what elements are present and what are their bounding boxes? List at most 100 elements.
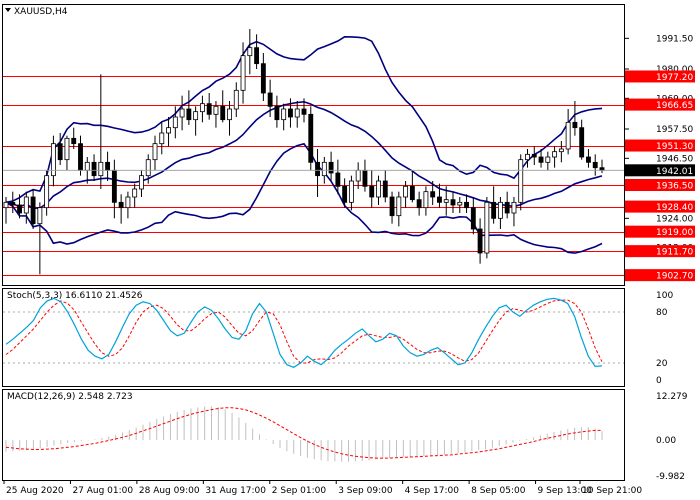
candle-body <box>491 201 497 219</box>
macd-tick-label: -9.982 <box>656 472 685 482</box>
candle-body <box>558 148 564 153</box>
candle-body <box>281 108 287 121</box>
candle-body <box>484 201 490 254</box>
candle-body <box>132 188 138 198</box>
candle-body <box>152 143 158 161</box>
bollinger-upper-line <box>5 35 603 204</box>
candle-body <box>396 196 402 217</box>
candle-body <box>17 204 22 214</box>
chevron-down-icon <box>5 8 11 12</box>
candle-body <box>518 159 524 203</box>
stochastic-plot <box>3 297 624 368</box>
candle-body <box>437 196 442 203</box>
macd-tick-label: 0.00 <box>656 436 676 446</box>
macd-tick-label: 12.279 <box>656 392 688 402</box>
current-price-label: 1942.01 <box>656 167 693 177</box>
candle-body <box>565 121 571 150</box>
macd-plot <box>5 406 603 462</box>
time-tick-label: 10 Sep 21:00 <box>582 486 642 496</box>
candle-body <box>288 108 293 118</box>
macd-signal-line <box>5 407 602 459</box>
level-price-label: 1919.00 <box>656 228 693 238</box>
price-tick-label: 1980.00 <box>656 65 693 75</box>
bollinger-lower-line <box>5 142 603 254</box>
candle-body <box>423 191 429 209</box>
level-price-box <box>625 98 695 111</box>
candle-body <box>159 132 165 145</box>
candle-body <box>57 143 63 161</box>
candle-body <box>389 196 395 217</box>
level-price-label: 1911.70 <box>656 248 693 258</box>
time-tick-label: 25 Aug 2020 <box>6 486 64 496</box>
price-tick-label: 1946.50 <box>656 154 693 164</box>
stoch-main-line <box>5 297 603 368</box>
candle-body <box>348 180 354 203</box>
candle-body <box>504 201 510 214</box>
candle-body <box>525 153 530 161</box>
time-tick-label: 31 Aug 17:00 <box>205 486 266 496</box>
stoch-tick-label: 0 <box>656 376 662 386</box>
candle-body <box>193 111 199 121</box>
candle-body <box>50 143 56 177</box>
candle-body <box>10 201 16 206</box>
candle-body <box>464 201 469 209</box>
candle-body <box>416 199 422 209</box>
candle-body <box>64 137 70 161</box>
candle-body <box>233 89 239 110</box>
candle-body <box>78 143 83 171</box>
candle-body <box>267 92 273 107</box>
candle-body <box>199 103 205 113</box>
macd-label: MACD(12,26,9) 2.548 2.723 <box>7 392 133 402</box>
level-price-label: 1928.40 <box>656 203 693 213</box>
candle-body <box>497 201 503 219</box>
level-price-box <box>625 200 695 213</box>
level-price-box <box>625 269 695 282</box>
candle-body <box>430 191 436 198</box>
price-tick-label: 1924.00 <box>656 214 693 224</box>
time-tick-label: 2 Sep 01:00 <box>272 486 327 496</box>
candle-body <box>172 116 178 129</box>
candle-body <box>44 175 50 209</box>
stoch-tick-label: 100 <box>656 291 673 301</box>
candle-body <box>443 199 449 203</box>
candle-body <box>23 196 29 214</box>
level-price-label: 1966.65 <box>656 101 693 111</box>
candle-body <box>84 161 90 171</box>
candle-body <box>247 47 253 57</box>
candle-body <box>213 105 219 115</box>
candle-body <box>470 207 476 230</box>
candle-body <box>301 108 307 115</box>
candle-body <box>531 153 537 158</box>
level-price-label: 1902.70 <box>656 272 693 282</box>
stoch-signal-line <box>5 299 603 364</box>
candle-body <box>376 180 381 198</box>
level-price-box <box>625 245 695 258</box>
candle-body <box>260 63 266 94</box>
candle-body <box>538 156 544 163</box>
candle-body <box>125 196 131 209</box>
level-price-box <box>625 179 695 191</box>
macd-panel-frame <box>2 389 625 481</box>
candle-body <box>382 180 388 198</box>
symbol-label: XAUUSD,H4 <box>14 7 68 17</box>
candle-body <box>240 55 246 91</box>
stoch-panel-frame <box>2 288 625 387</box>
price-plot <box>3 29 624 276</box>
candle-body <box>552 151 558 158</box>
time-tick-label: 8 Sep 05:00 <box>471 486 526 496</box>
time-tick-label: 9 Sep 13:00 <box>538 486 593 496</box>
candle-body <box>335 172 341 187</box>
candle-body <box>206 103 212 115</box>
price-tick-label: 1991.50 <box>656 34 693 44</box>
candle-body <box>403 185 409 198</box>
candle-body <box>511 201 517 214</box>
time-tick-label: 27 Aug 01:00 <box>72 486 133 496</box>
time-tick-label: 4 Sep 17:00 <box>405 486 460 496</box>
stoch-label: Stoch(5,3,3) 16.6110 21.4526 <box>7 291 143 301</box>
candle-body <box>166 127 171 134</box>
level-price-label: 1977.20 <box>656 73 693 83</box>
candle-body <box>477 228 483 254</box>
candle-body <box>37 207 43 225</box>
candle-body <box>105 161 111 171</box>
